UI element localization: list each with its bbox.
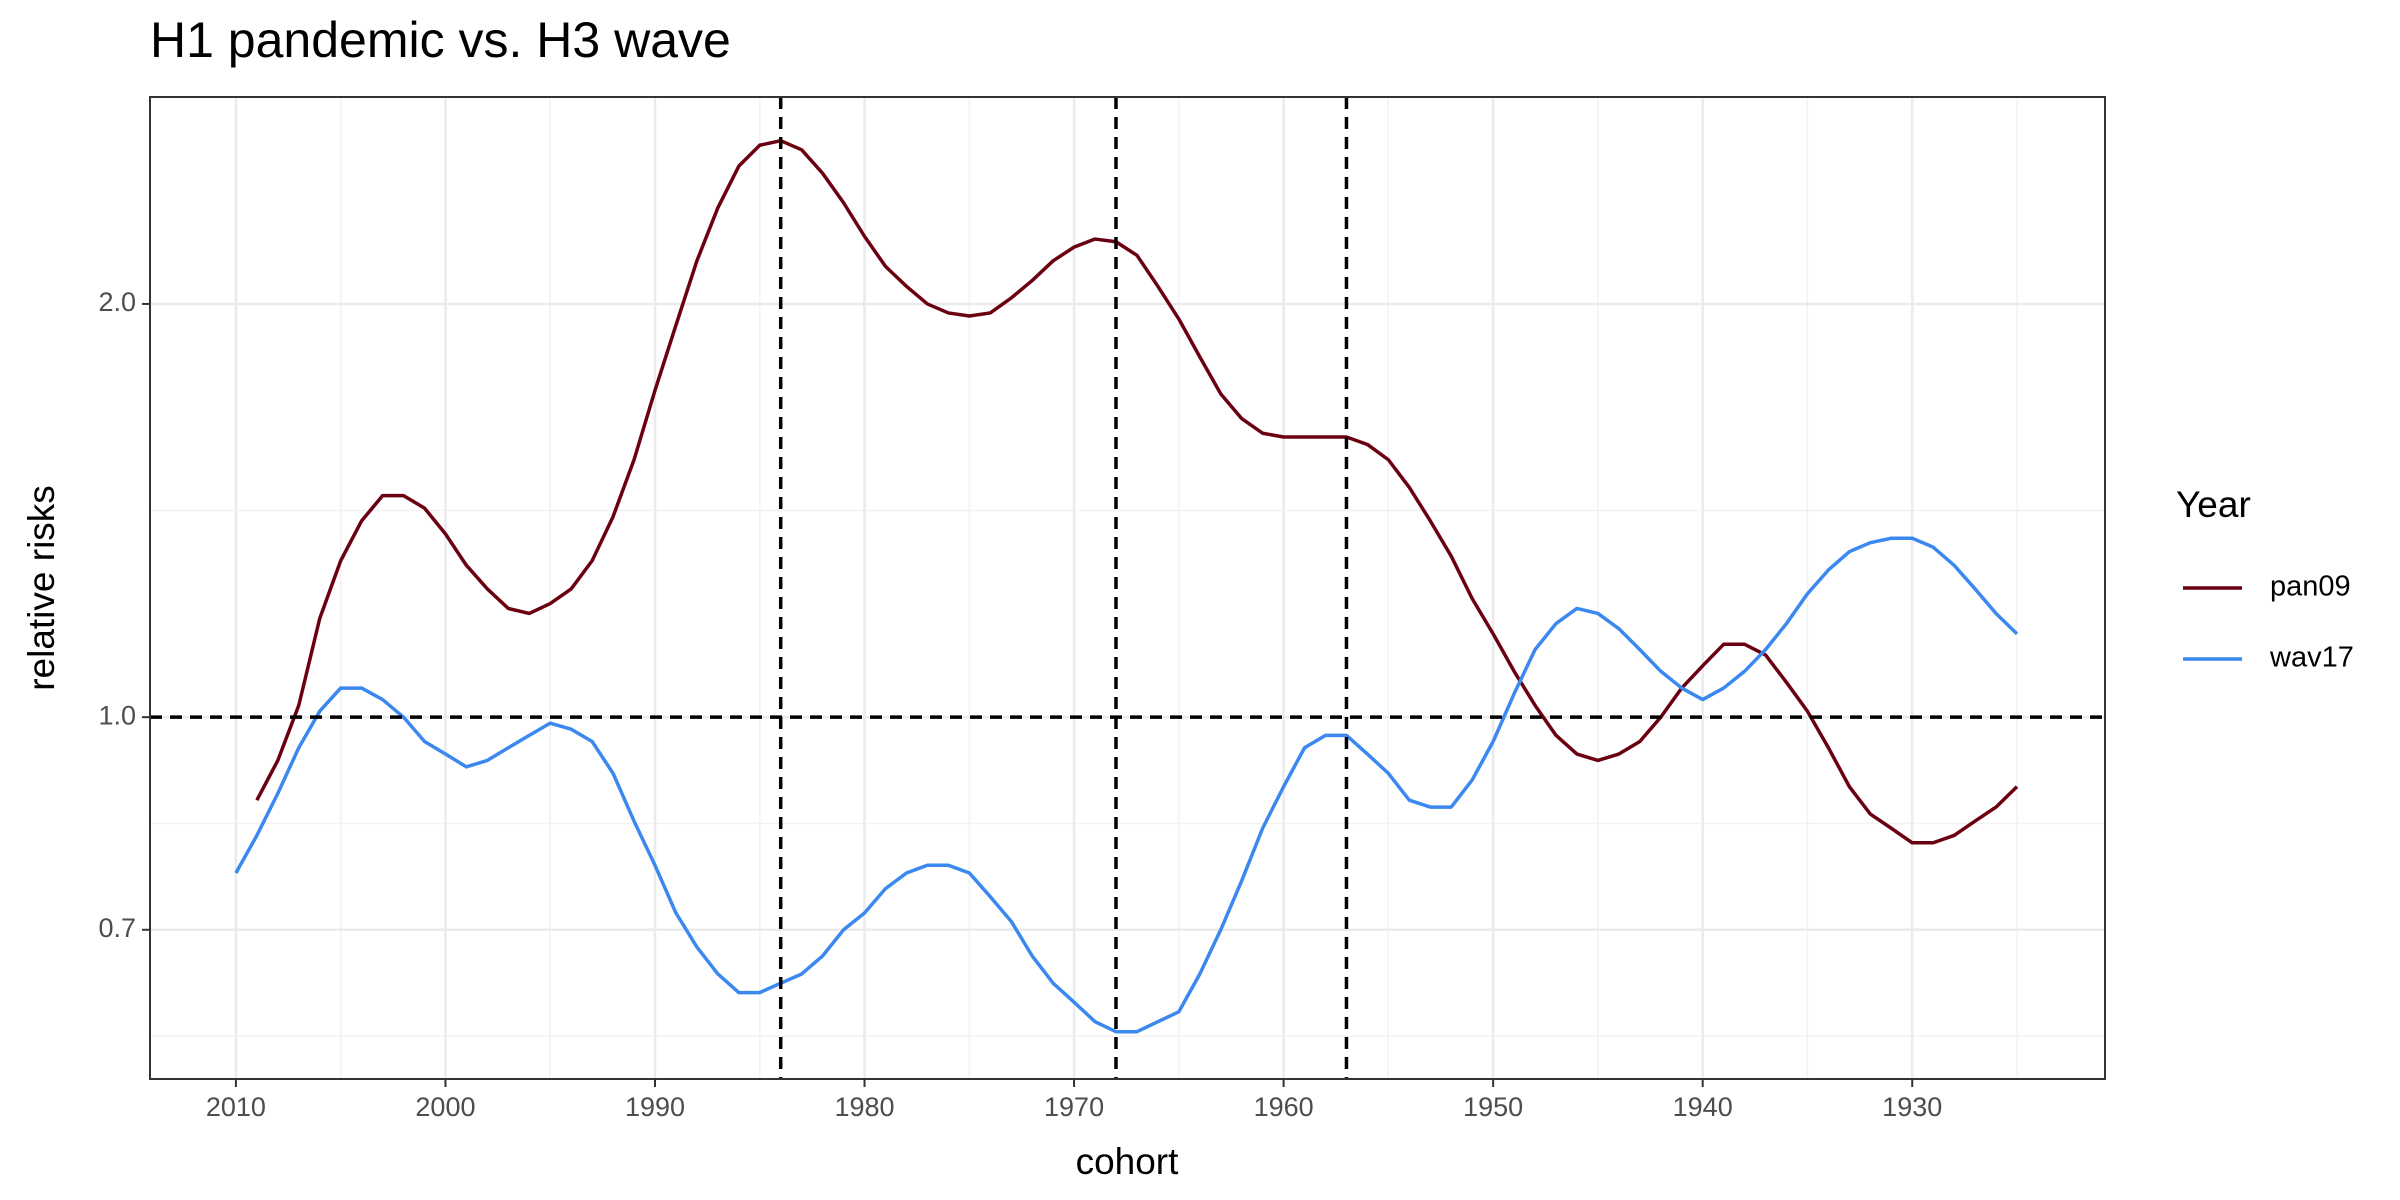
series-line (234, 536, 2019, 1034)
y-tick-label: 1.0 (98, 700, 136, 730)
x-tick-label: 1960 (1254, 1092, 1314, 1122)
x-axis-title: cohort (1076, 1141, 1180, 1182)
x-tick-label: 1950 (1463, 1092, 1523, 1122)
x-tick-label: 1990 (625, 1092, 685, 1122)
panel-border (149, 96, 2106, 1080)
y-tick-label: 2.0 (98, 287, 136, 317)
x-tick-label: 2010 (206, 1092, 266, 1122)
legend-title: Year (2176, 484, 2251, 525)
legend-label: pan09 (2270, 571, 2351, 603)
legend-label: wav17 (2269, 642, 2354, 674)
y-axis-title: relative risks (21, 485, 62, 691)
x-tick-label: 1980 (834, 1092, 894, 1122)
chart-title: H1 pandemic vs. H3 wave (150, 12, 731, 68)
x-tick-label: 1940 (1673, 1092, 1733, 1122)
y-tick-label: 0.7 (98, 913, 136, 943)
x-tick-label: 2000 (415, 1092, 475, 1122)
series-line (255, 138, 2019, 845)
x-tick-label: 1970 (1044, 1092, 1104, 1122)
x-tick-label: 1930 (1882, 1092, 1942, 1122)
